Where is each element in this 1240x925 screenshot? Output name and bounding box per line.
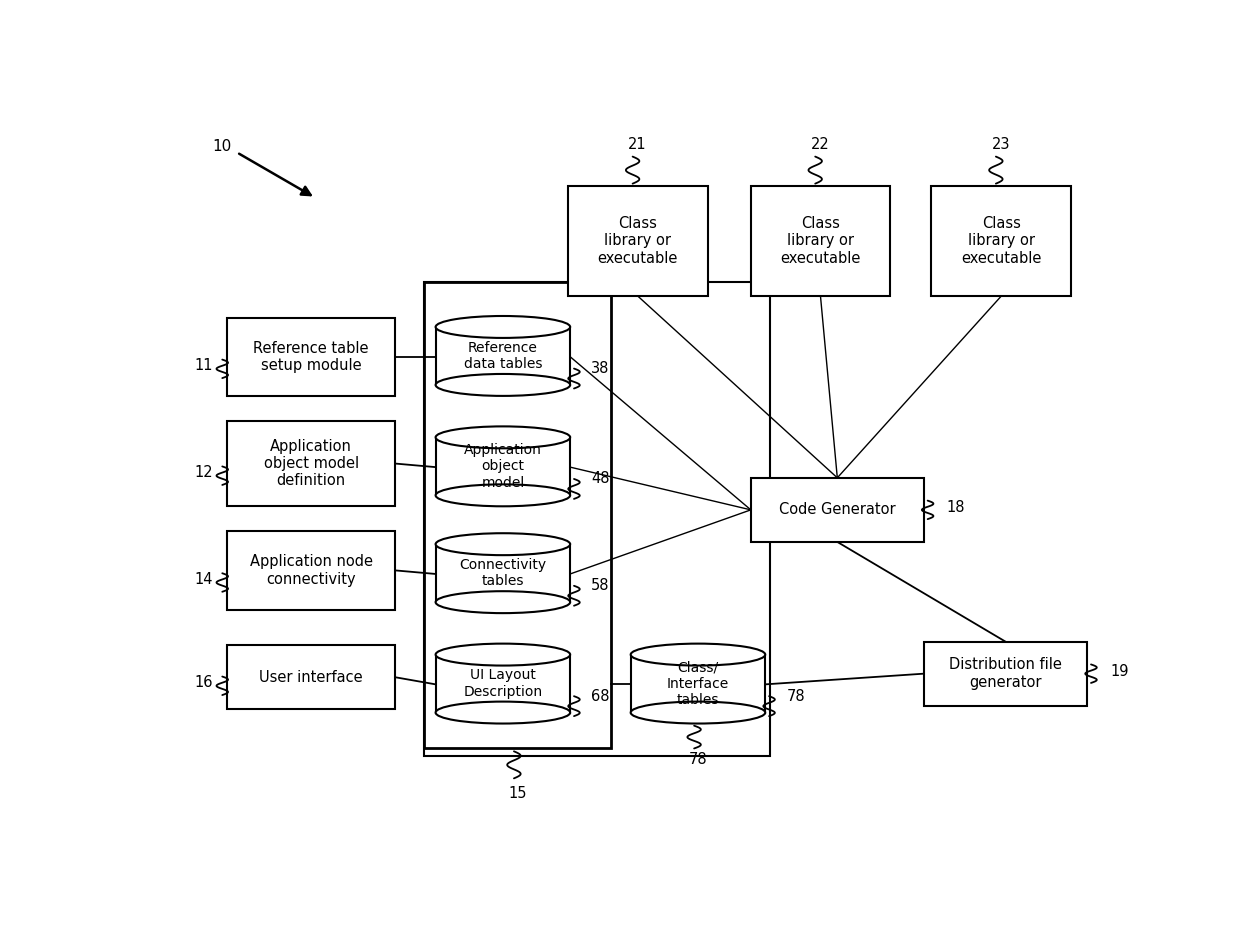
Ellipse shape: [435, 591, 570, 613]
Ellipse shape: [435, 701, 570, 723]
Text: 14: 14: [195, 573, 213, 587]
Text: 58: 58: [591, 578, 610, 593]
Text: Distribution file
generator: Distribution file generator: [949, 658, 1061, 690]
Bar: [924, 642, 1087, 706]
Ellipse shape: [435, 533, 570, 555]
Text: 38: 38: [591, 361, 610, 376]
Text: 15: 15: [508, 785, 527, 800]
Text: 23: 23: [992, 137, 1009, 152]
Text: 21: 21: [629, 137, 647, 152]
Text: Reference
data tables: Reference data tables: [464, 340, 542, 371]
Text: 19: 19: [1110, 664, 1128, 679]
Ellipse shape: [435, 644, 570, 666]
Text: UI Layout
Description: UI Layout Description: [464, 669, 542, 698]
Text: 10: 10: [213, 139, 232, 154]
Text: Code Generator: Code Generator: [779, 502, 895, 517]
Text: User interface: User interface: [259, 670, 363, 684]
Text: Class
library or
executable: Class library or executable: [598, 216, 678, 265]
Text: Class
library or
executable: Class library or executable: [780, 216, 861, 265]
Text: Connectivity
tables: Connectivity tables: [459, 558, 547, 588]
Bar: [568, 186, 708, 296]
Text: 78: 78: [688, 752, 707, 767]
Text: 48: 48: [591, 472, 610, 487]
Bar: [227, 421, 396, 506]
Bar: [751, 186, 890, 296]
Text: Application
object model
definition: Application object model definition: [264, 438, 358, 488]
Bar: [435, 438, 570, 495]
Ellipse shape: [435, 485, 570, 506]
Bar: [424, 282, 770, 756]
Bar: [227, 531, 396, 610]
Bar: [435, 655, 570, 712]
Bar: [227, 646, 396, 709]
Text: Class
library or
executable: Class library or executable: [961, 216, 1042, 265]
Ellipse shape: [435, 374, 570, 396]
Bar: [424, 282, 611, 748]
Text: Reference table
setup module: Reference table setup module: [253, 340, 370, 373]
Bar: [931, 186, 1071, 296]
Text: 16: 16: [195, 675, 213, 690]
Ellipse shape: [435, 316, 570, 338]
Text: Class/
Interface
tables: Class/ Interface tables: [667, 660, 729, 707]
Bar: [435, 544, 570, 602]
Ellipse shape: [435, 426, 570, 449]
Text: Application node
connectivity: Application node connectivity: [249, 554, 373, 586]
Bar: [751, 478, 924, 542]
Text: Application
object
model: Application object model: [464, 443, 542, 489]
Bar: [435, 327, 570, 385]
Text: 18: 18: [947, 500, 966, 515]
Bar: [631, 655, 765, 712]
Text: 11: 11: [195, 359, 213, 374]
Text: 68: 68: [591, 689, 610, 704]
Text: 22: 22: [811, 137, 830, 152]
Ellipse shape: [631, 644, 765, 666]
Bar: [227, 317, 396, 396]
Text: 78: 78: [786, 689, 805, 704]
Ellipse shape: [631, 701, 765, 723]
Text: 12: 12: [193, 465, 213, 480]
